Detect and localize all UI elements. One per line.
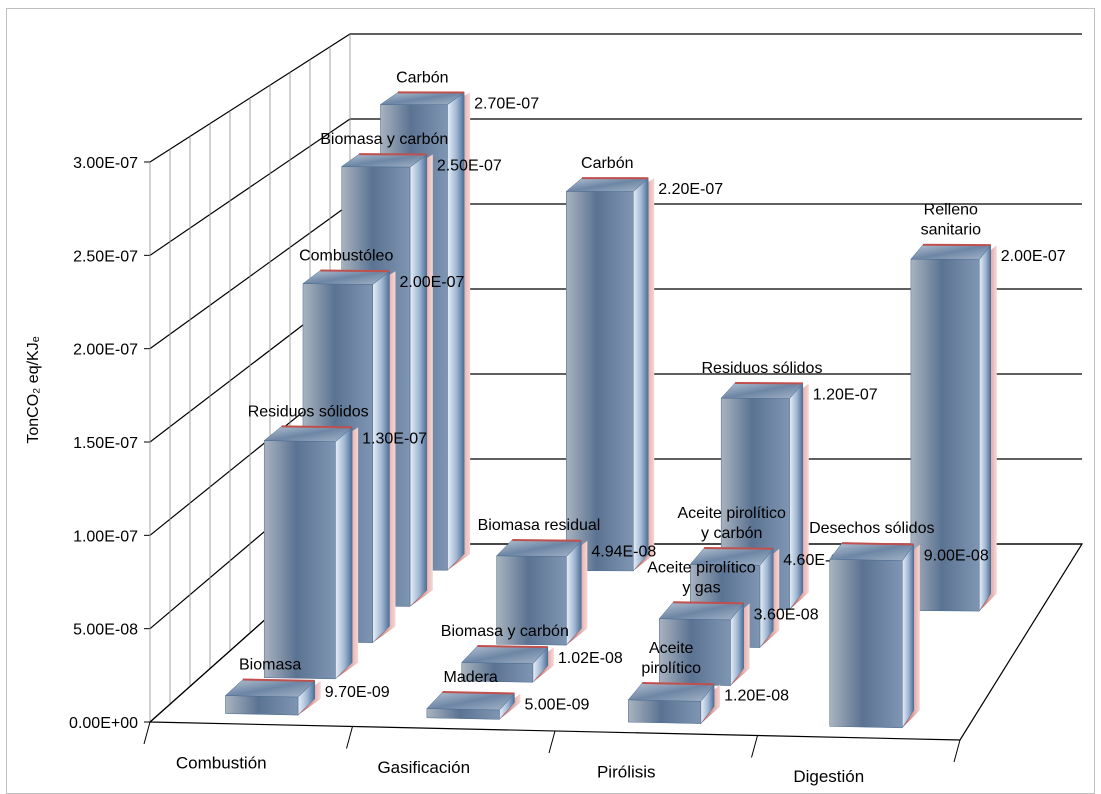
bar: Carbón 2.20E-07 — [565, 155, 723, 572]
bar-name-label: Aceite — [649, 640, 694, 657]
y-tick-label: 2.50E-07 — [73, 248, 138, 265]
bar-value-label: 9.70E-09 — [325, 684, 390, 701]
bar-value-label: 9.00E-08 — [924, 548, 989, 565]
bar-value-label: 3.60E-08 — [754, 606, 819, 623]
bar-name-label: Residuos sólidos — [701, 360, 822, 377]
bar-value-label: 1.20E-07 — [813, 386, 878, 403]
bar-name-label: y gas — [682, 579, 720, 596]
bar-name-label: Carbón — [396, 69, 448, 86]
bar-value-label: 2.00E-07 — [399, 274, 464, 291]
category-label: Pirólisis — [597, 762, 656, 781]
bar: Madera 5.00E-09 — [426, 669, 589, 721]
y-tick-label: 2.00E-07 — [73, 342, 138, 359]
y-tick-label: 1.00E-07 — [73, 528, 138, 545]
chart-bars: Carbón 2.70E-07 Carbón 2.20E-07 Biomasa y ca… — [224, 69, 1066, 729]
bar-name-label: Carbón — [581, 155, 633, 172]
bar: Aceite pirolítico 1.20E-08 — [627, 640, 789, 725]
y-axis-ticks: 0.00E+00 5.00E-08 1.00E-07 1.50E-07 2.00E-07… — [69, 155, 138, 732]
category-label: Digestión — [793, 767, 864, 786]
bar-value-label: 2.00E-07 — [1001, 248, 1066, 265]
bar-value-label: 1.20E-08 — [724, 687, 789, 704]
bar-name-label: Aceite pirolítico — [677, 505, 786, 522]
bar: Biomasa 9.70E-09 — [224, 657, 390, 716]
x-axis-categories: Combustión Gasificación Pirólisis Digestión — [176, 753, 864, 786]
bar-name-label: Residuos sólidos — [248, 403, 369, 420]
bar-name-label: Relleno — [924, 202, 978, 219]
category-label: Combustión — [176, 753, 267, 772]
bar-name-label: Biomasa residual — [478, 517, 601, 534]
bar: Biomasa residual 4.94E-08 — [478, 517, 656, 646]
bar-name-label: Aceite pirolítico — [647, 559, 756, 576]
bar: Residuos sólidos 1.30E-07 — [248, 403, 427, 680]
bar-name-label: pirolítico — [641, 660, 701, 677]
y-tick-label: 0.00E+00 — [69, 715, 138, 732]
bar-name-label: sanitario — [921, 222, 982, 239]
bar-name-label: Biomasa y carbón — [441, 623, 569, 640]
y-tick-label: 1.50E-07 — [73, 435, 138, 452]
y-tick-label: 3.00E-07 — [73, 155, 138, 172]
bar: Desechos sólidos 9.00E-08 — [809, 520, 989, 729]
bar-name-label: Madera — [444, 669, 498, 686]
bar-value-label: 1.30E-07 — [362, 430, 427, 447]
bar-value-label: 5.00E-09 — [524, 696, 589, 713]
bar-name-label: Biomasa y carbón — [320, 131, 448, 148]
bar-name-label: y carbón — [701, 525, 762, 542]
bar-name-label: Desechos sólidos — [809, 520, 934, 537]
bar: Relleno sanitario 2.00E-07 — [910, 202, 1066, 612]
bar: Aceite pirolítico y gas 3.60E-08 — [647, 559, 819, 687]
bar-value-label: 2.70E-07 — [474, 95, 539, 112]
y-axis-title: TonCO₂ eq/KJₑ — [25, 336, 42, 443]
bar-value-label: 2.50E-07 — [437, 158, 502, 175]
bar-value-label: 4.94E-08 — [591, 544, 656, 561]
category-label: Gasificación — [377, 758, 470, 777]
bar: Biomasa y carbón 1.02E-08 — [441, 623, 623, 683]
bar-value-label: 2.20E-07 — [658, 181, 723, 198]
bar-value-label: 1.02E-08 — [558, 650, 623, 667]
bar-name-label: Biomasa — [239, 657, 301, 674]
bar-name-label: Combustóleo — [299, 247, 393, 264]
y-tick-label: 5.00E-08 — [73, 622, 138, 639]
